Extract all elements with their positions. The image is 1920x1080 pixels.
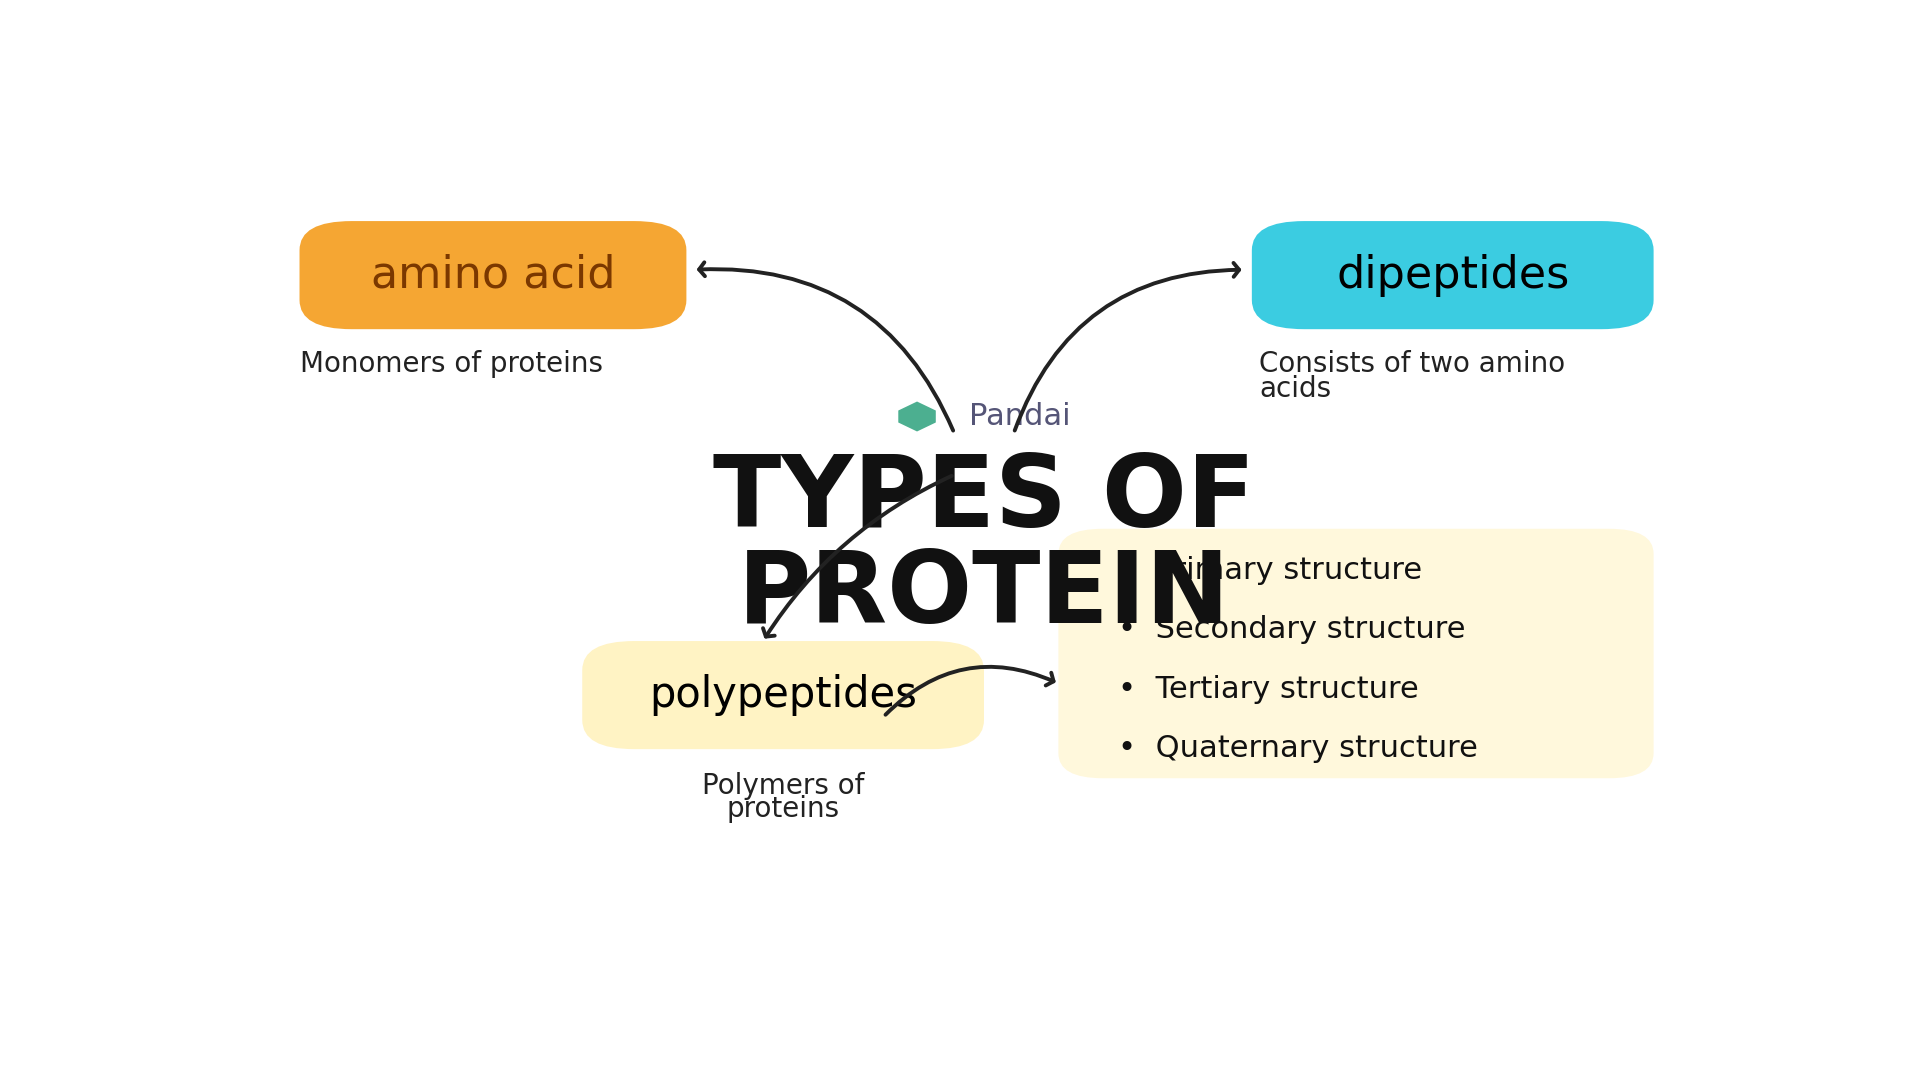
Text: •  Tertiary structure: • Tertiary structure <box>1117 675 1419 704</box>
Text: proteins: proteins <box>726 795 839 823</box>
Text: Polymers of: Polymers of <box>703 771 864 799</box>
FancyBboxPatch shape <box>1252 221 1653 329</box>
Text: PROTEIN: PROTEIN <box>737 546 1231 644</box>
Text: •  Secondary structure: • Secondary structure <box>1117 616 1465 645</box>
Text: •  Primary structure: • Primary structure <box>1117 556 1423 585</box>
FancyBboxPatch shape <box>1058 529 1653 779</box>
Text: TYPES OF: TYPES OF <box>712 451 1256 549</box>
FancyBboxPatch shape <box>300 221 687 329</box>
Polygon shape <box>899 402 935 432</box>
Text: polypeptides: polypeptides <box>649 674 918 716</box>
Text: acids: acids <box>1260 375 1331 403</box>
Text: •  Quaternary structure: • Quaternary structure <box>1117 734 1478 764</box>
Text: Pandai: Pandai <box>970 402 1071 431</box>
Text: Monomers of proteins: Monomers of proteins <box>300 350 603 378</box>
FancyBboxPatch shape <box>582 642 983 750</box>
Text: amino acid: amino acid <box>371 254 614 297</box>
Text: Consists of two amino: Consists of two amino <box>1260 350 1565 378</box>
Text: dipeptides: dipeptides <box>1336 254 1569 297</box>
